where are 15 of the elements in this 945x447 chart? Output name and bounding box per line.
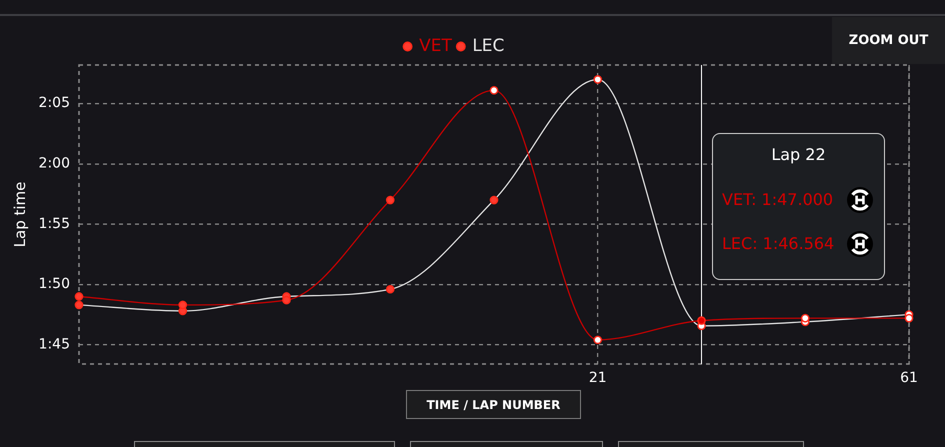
annotation: Lap 22 bbox=[770, 145, 827, 165]
y-axis-title: Lap time bbox=[10, 182, 29, 248]
legend-label: LEC bbox=[472, 36, 504, 56]
annotation: LEC: 1:46.564 bbox=[722, 234, 834, 254]
x-tick-label: 21 bbox=[588, 370, 607, 386]
y-tick-label: 1:50 bbox=[38, 276, 70, 292]
x-tick-label: 61 bbox=[900, 370, 918, 386]
annotation: VET: 1:47.000 bbox=[722, 190, 834, 210]
y-tick-label: 1:45 bbox=[38, 336, 70, 352]
text: ZOOM OUT bbox=[848, 33, 928, 48]
y-tick-label: 2:05 bbox=[38, 95, 70, 112]
x-axis-title: TIME / LAP NUMBER bbox=[426, 398, 560, 412]
legend-label: VET bbox=[419, 36, 452, 56]
y-tick-label: 1:55 bbox=[38, 216, 70, 232]
y-tick-label: 2:00 bbox=[38, 156, 70, 172]
